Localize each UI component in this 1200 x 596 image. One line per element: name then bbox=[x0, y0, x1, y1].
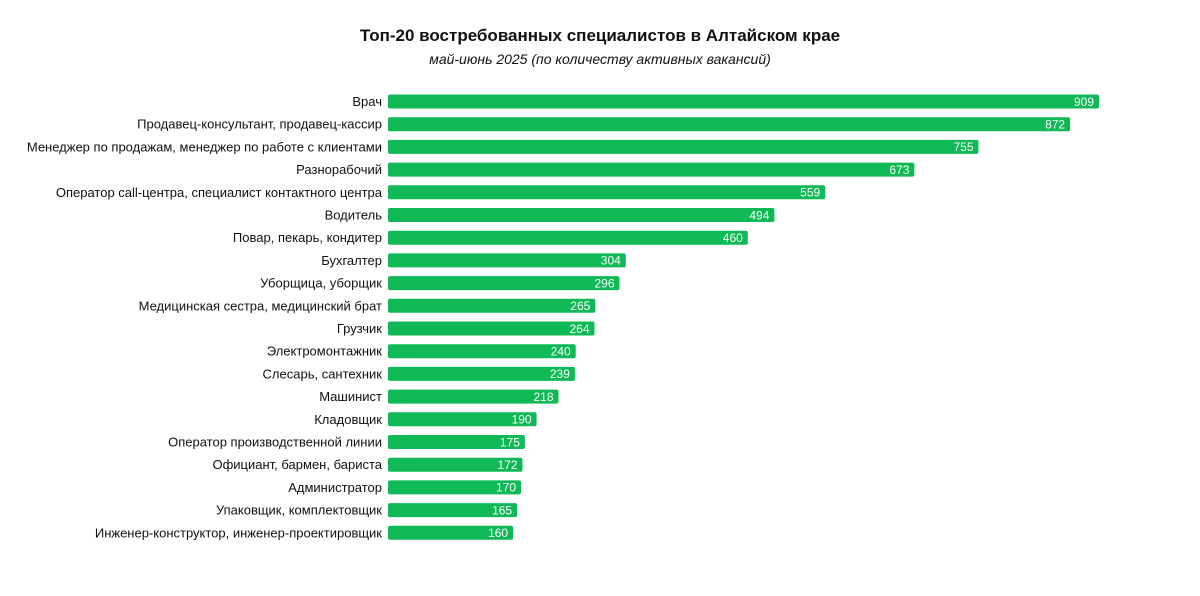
category-label: Кладовщик bbox=[314, 412, 382, 427]
category-label: Повар, пекарь, кондитер bbox=[233, 230, 382, 245]
category-label: Врач bbox=[352, 94, 382, 109]
bar bbox=[388, 435, 525, 449]
category-label: Уборщица, уборщик bbox=[260, 276, 382, 291]
bar bbox=[388, 185, 826, 200]
value-label: 909 bbox=[1074, 95, 1094, 109]
bar bbox=[388, 253, 626, 268]
bar bbox=[388, 525, 514, 540]
category-label: Машинист bbox=[319, 389, 382, 404]
category-label: Инженер-конструктор, инженер-проектировщ… bbox=[95, 525, 382, 540]
value-label: 755 bbox=[953, 140, 973, 154]
value-label: 296 bbox=[594, 276, 614, 290]
value-label: 190 bbox=[512, 413, 532, 427]
category-label: Электромонтажник bbox=[267, 344, 382, 359]
bar bbox=[388, 117, 1071, 132]
bar bbox=[388, 162, 915, 177]
bar bbox=[388, 344, 576, 359]
value-label: 240 bbox=[551, 345, 571, 359]
bar bbox=[388, 321, 595, 336]
category-label: Менеджер по продажам, менеджер по работе… bbox=[27, 139, 382, 154]
chart-subtitle: май-июнь 2025 (по количеству активных ва… bbox=[429, 51, 771, 67]
chart-title: Топ-20 востребованных специалистов в Алт… bbox=[359, 26, 841, 45]
bar bbox=[388, 412, 537, 427]
value-label: 172 bbox=[497, 458, 517, 472]
bar bbox=[388, 208, 775, 222]
value-label: 872 bbox=[1045, 118, 1065, 132]
bar bbox=[388, 276, 620, 291]
bar bbox=[388, 457, 523, 472]
value-label: 673 bbox=[889, 163, 909, 177]
value-label: 170 bbox=[496, 481, 516, 495]
value-label: 239 bbox=[550, 367, 570, 381]
bar bbox=[388, 230, 748, 245]
value-label: 218 bbox=[533, 390, 553, 404]
category-label: Бухгалтер bbox=[321, 253, 382, 268]
value-label: 264 bbox=[569, 322, 589, 336]
category-label: Медицинская сестра, медицинский брат bbox=[139, 298, 382, 313]
value-label: 165 bbox=[492, 503, 512, 517]
bar bbox=[388, 298, 596, 313]
category-label: Грузчик bbox=[337, 321, 382, 336]
category-label: Администратор bbox=[288, 480, 382, 495]
category-label: Водитель bbox=[325, 208, 383, 223]
category-label: Официант, бармен, бариста bbox=[212, 457, 382, 472]
bar bbox=[388, 139, 979, 154]
bar bbox=[388, 480, 521, 495]
category-label: Оператор производственной линии bbox=[168, 435, 382, 450]
value-label: 559 bbox=[800, 186, 820, 200]
value-label: 494 bbox=[749, 208, 769, 222]
category-label: Разнорабочий bbox=[296, 162, 382, 177]
bar bbox=[388, 389, 559, 404]
category-label: Продавец-консультант, продавец-кассир bbox=[137, 117, 382, 132]
bar bbox=[388, 366, 575, 381]
value-label: 265 bbox=[570, 299, 590, 313]
category-label: Упаковщик, комплектовщик bbox=[216, 503, 382, 518]
category-label: Слесарь, сантехник bbox=[263, 366, 383, 381]
bar bbox=[388, 503, 518, 518]
value-label: 460 bbox=[723, 231, 743, 245]
value-label: 160 bbox=[488, 526, 508, 540]
value-label: 175 bbox=[500, 435, 520, 449]
bar bbox=[388, 94, 1099, 109]
category-label: Оператор call-центра, специалист контакт… bbox=[56, 185, 383, 200]
value-label: 304 bbox=[601, 254, 621, 268]
